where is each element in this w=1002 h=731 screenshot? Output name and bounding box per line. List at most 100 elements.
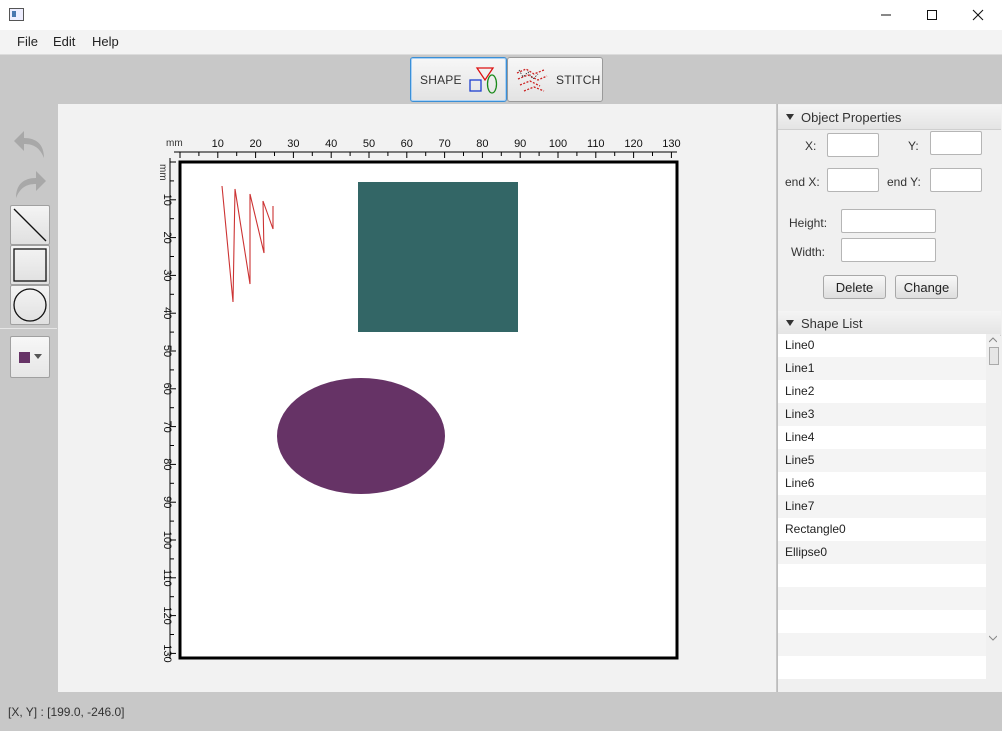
y-input[interactable] xyxy=(930,131,982,155)
shape-list-title: Shape List xyxy=(801,316,863,331)
list-item[interactable]: Line5 xyxy=(778,449,986,472)
ruler-x-label: 60 xyxy=(401,138,413,150)
collapse-triangle-icon xyxy=(786,320,794,326)
stitch-mode-label: STITCH xyxy=(556,72,601,87)
redo-button[interactable] xyxy=(10,164,50,204)
end-x-label: end X: xyxy=(785,175,820,189)
list-item[interactable]: Ellipse0 xyxy=(778,541,986,564)
ruler-y-label: 30 xyxy=(161,269,173,281)
ruler-x-label: 90 xyxy=(514,138,526,150)
color-swatch xyxy=(19,352,30,363)
shapes-icon xyxy=(469,66,497,94)
maximize-icon xyxy=(927,10,937,20)
ruler-x-label: 120 xyxy=(624,138,642,150)
close-icon xyxy=(972,9,984,21)
ruler-x-label: 130 xyxy=(662,138,680,150)
ruler-y-label: 70 xyxy=(161,420,173,432)
list-item[interactable]: Line3 xyxy=(778,403,986,426)
vertical-ruler: 10 20 30 40 50 60 70 80 90 100 110 120 130 xyxy=(161,158,176,663)
scroll-up-icon[interactable] xyxy=(989,337,997,343)
list-item-empty xyxy=(778,633,986,656)
list-item[interactable]: Line6 xyxy=(785,476,815,490)
ruler-x-label: 40 xyxy=(325,138,337,150)
line-tool-icon xyxy=(13,208,47,242)
collapse-triangle-icon xyxy=(786,114,794,120)
delete-button[interactable]: Delete xyxy=(823,275,886,299)
list-item-empty xyxy=(778,587,986,610)
ruler-x-label: 70 xyxy=(438,138,450,150)
list-item[interactable]: Line2 xyxy=(785,384,815,398)
width-input[interactable] xyxy=(841,238,936,262)
height-label: Height: xyxy=(789,216,828,230)
list-item[interactable]: Line0 xyxy=(785,338,815,352)
ruler-x-label: 80 xyxy=(476,138,488,150)
rectangle-tool-button[interactable] xyxy=(10,245,50,285)
toolbar-divider xyxy=(0,328,57,329)
scroll-thumb[interactable] xyxy=(989,347,999,365)
shape-list-scrollbar[interactable] xyxy=(986,334,1000,646)
title-bar xyxy=(0,0,1002,30)
ruler-unit-y: mm xyxy=(157,164,168,181)
ruler-x-label: 30 xyxy=(287,138,299,150)
change-button[interactable]: Change xyxy=(895,275,958,299)
shape-mode-button[interactable]: SHAPE xyxy=(410,57,507,102)
end-y-label: end Y: xyxy=(887,175,921,189)
ruler-y-label: 110 xyxy=(161,569,173,587)
menu-file[interactable]: File xyxy=(17,34,38,49)
rectangle-tool-icon xyxy=(13,248,47,282)
ellipse-tool-button[interactable] xyxy=(10,285,50,325)
color-picker[interactable] xyxy=(10,336,50,378)
chevron-down-icon xyxy=(34,354,42,359)
menu-edit[interactable]: Edit xyxy=(53,34,76,49)
undo-icon xyxy=(14,131,44,158)
ruler-y-label: 60 xyxy=(161,383,173,395)
shape-list-header[interactable]: Shape List xyxy=(778,311,1001,336)
list-item-empty xyxy=(778,610,986,633)
list-item[interactable]: Line7 xyxy=(778,495,986,518)
menu-bar xyxy=(0,30,1002,55)
x-input[interactable] xyxy=(827,133,879,157)
undo-button[interactable] xyxy=(10,124,50,164)
y-label: Y: xyxy=(908,139,919,153)
app-icon xyxy=(9,8,24,21)
height-input[interactable] xyxy=(841,209,936,233)
object-properties-header[interactable]: Object Properties xyxy=(778,105,1001,130)
list-item[interactable]: Line1 xyxy=(778,357,986,380)
shape-list[interactable]: Line0 Line1 Line2 Line3 Line4 Line5 Line… xyxy=(778,334,986,679)
scroll-down-icon[interactable] xyxy=(989,635,997,641)
ruler-unit-x: mm xyxy=(166,138,183,149)
stitch-mode-button[interactable]: STITCH xyxy=(507,57,603,102)
line-tool-button[interactable] xyxy=(10,205,50,245)
ruler-y-label: 80 xyxy=(161,458,173,470)
list-item-empty xyxy=(778,656,986,679)
menu-help[interactable]: Help xyxy=(92,34,119,49)
tool-palette xyxy=(1,104,58,692)
shape-mode-label: SHAPE xyxy=(420,72,462,87)
list-item[interactable]: Rectangle0 xyxy=(785,522,846,536)
horizontal-ruler: 10 20 30 40 50 60 70 80 90 100 110 120 130 xyxy=(174,138,681,158)
cursor-coordinates: [X, Y] : [199.0, -246.0] xyxy=(8,705,125,719)
list-item[interactable]: Line4 xyxy=(785,430,815,444)
ellipse-tool-icon xyxy=(13,288,47,322)
ruler-y-label: 10 xyxy=(161,194,173,206)
maximize-button[interactable] xyxy=(909,0,955,30)
ruler-x-label: 10 xyxy=(212,138,224,150)
ruler-y-label: 120 xyxy=(161,606,173,624)
rectangle-shape[interactable] xyxy=(358,182,518,332)
redo-icon xyxy=(16,171,46,198)
drawing-canvas[interactable]: 10 20 30 40 50 60 70 80 90 100 110 120 130 10 20 30 40 5… xyxy=(140,130,690,665)
line-shapes[interactable] xyxy=(221,185,274,303)
ruler-y-label: 40 xyxy=(161,307,173,319)
close-button[interactable] xyxy=(955,0,1001,30)
end-x-input[interactable] xyxy=(827,168,879,192)
list-item-empty xyxy=(778,564,986,587)
ruler-x-label: 110 xyxy=(587,138,605,150)
end-y-input[interactable] xyxy=(930,168,982,192)
object-properties-title: Object Properties xyxy=(801,110,902,125)
minimize-button[interactable] xyxy=(863,0,909,30)
ruler-x-label: 100 xyxy=(549,138,567,150)
ruler-y-label: 20 xyxy=(161,231,173,243)
ruler-y-label: 100 xyxy=(161,531,173,549)
status-bar: [X, Y] : [199.0, -246.0] xyxy=(0,692,1002,731)
ellipse-shape[interactable] xyxy=(277,378,445,494)
